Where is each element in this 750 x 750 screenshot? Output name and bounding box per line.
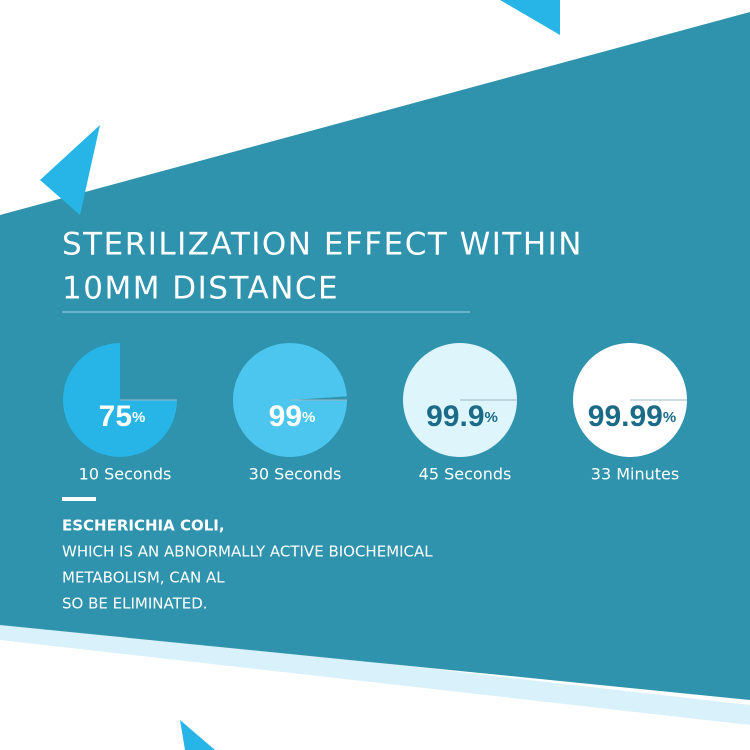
stat-unit: % — [302, 409, 315, 426]
stat-label: 33 Minutes — [591, 465, 679, 484]
stat-number: 99 — [269, 400, 302, 433]
stat-value: 99.99% — [588, 400, 676, 433]
accent-stripe — [0, 620, 750, 725]
note-line: SO BE ELIMINATED. — [62, 595, 208, 613]
stats: 75% 10 Seconds 99% 30 Seconds 99.9% 45 Second… — [63, 342, 687, 484]
stat-unit: % — [132, 409, 145, 426]
stat-number: 75 — [99, 400, 132, 433]
stat-number: 99.99 — [588, 400, 663, 433]
stat-value: 75% — [99, 400, 146, 433]
accent-triangle — [180, 720, 215, 750]
bottom — [0, 640, 750, 750]
stat-value: 99% — [269, 400, 316, 433]
teal-band — [0, 12, 750, 700]
title-line: STERILIZATION EFFECT WITHIN — [62, 227, 583, 263]
note-line: METABOLISM, CAN AL — [62, 569, 225, 587]
note-line: WHICH IS AN ABNORMALLY ACTIVE BIOCHEMICA… — [62, 543, 433, 561]
accent-triangle — [500, 0, 560, 35]
stat-label: 10 Seconds — [79, 465, 172, 484]
stat-label: 45 Seconds — [419, 465, 512, 484]
title-line: 10MM DISTANCE — [62, 271, 339, 307]
stat-unit: % — [485, 409, 498, 426]
stat-unit: % — [663, 409, 676, 426]
stat-number: 99.9 — [426, 400, 484, 433]
accent-triangle — [40, 125, 100, 215]
stat-value: 99.9% — [426, 400, 498, 433]
stat-label: 30 Seconds — [249, 465, 342, 484]
note-heading: ESCHERICHIA COLI, — [62, 517, 225, 535]
note-bar — [62, 497, 96, 501]
